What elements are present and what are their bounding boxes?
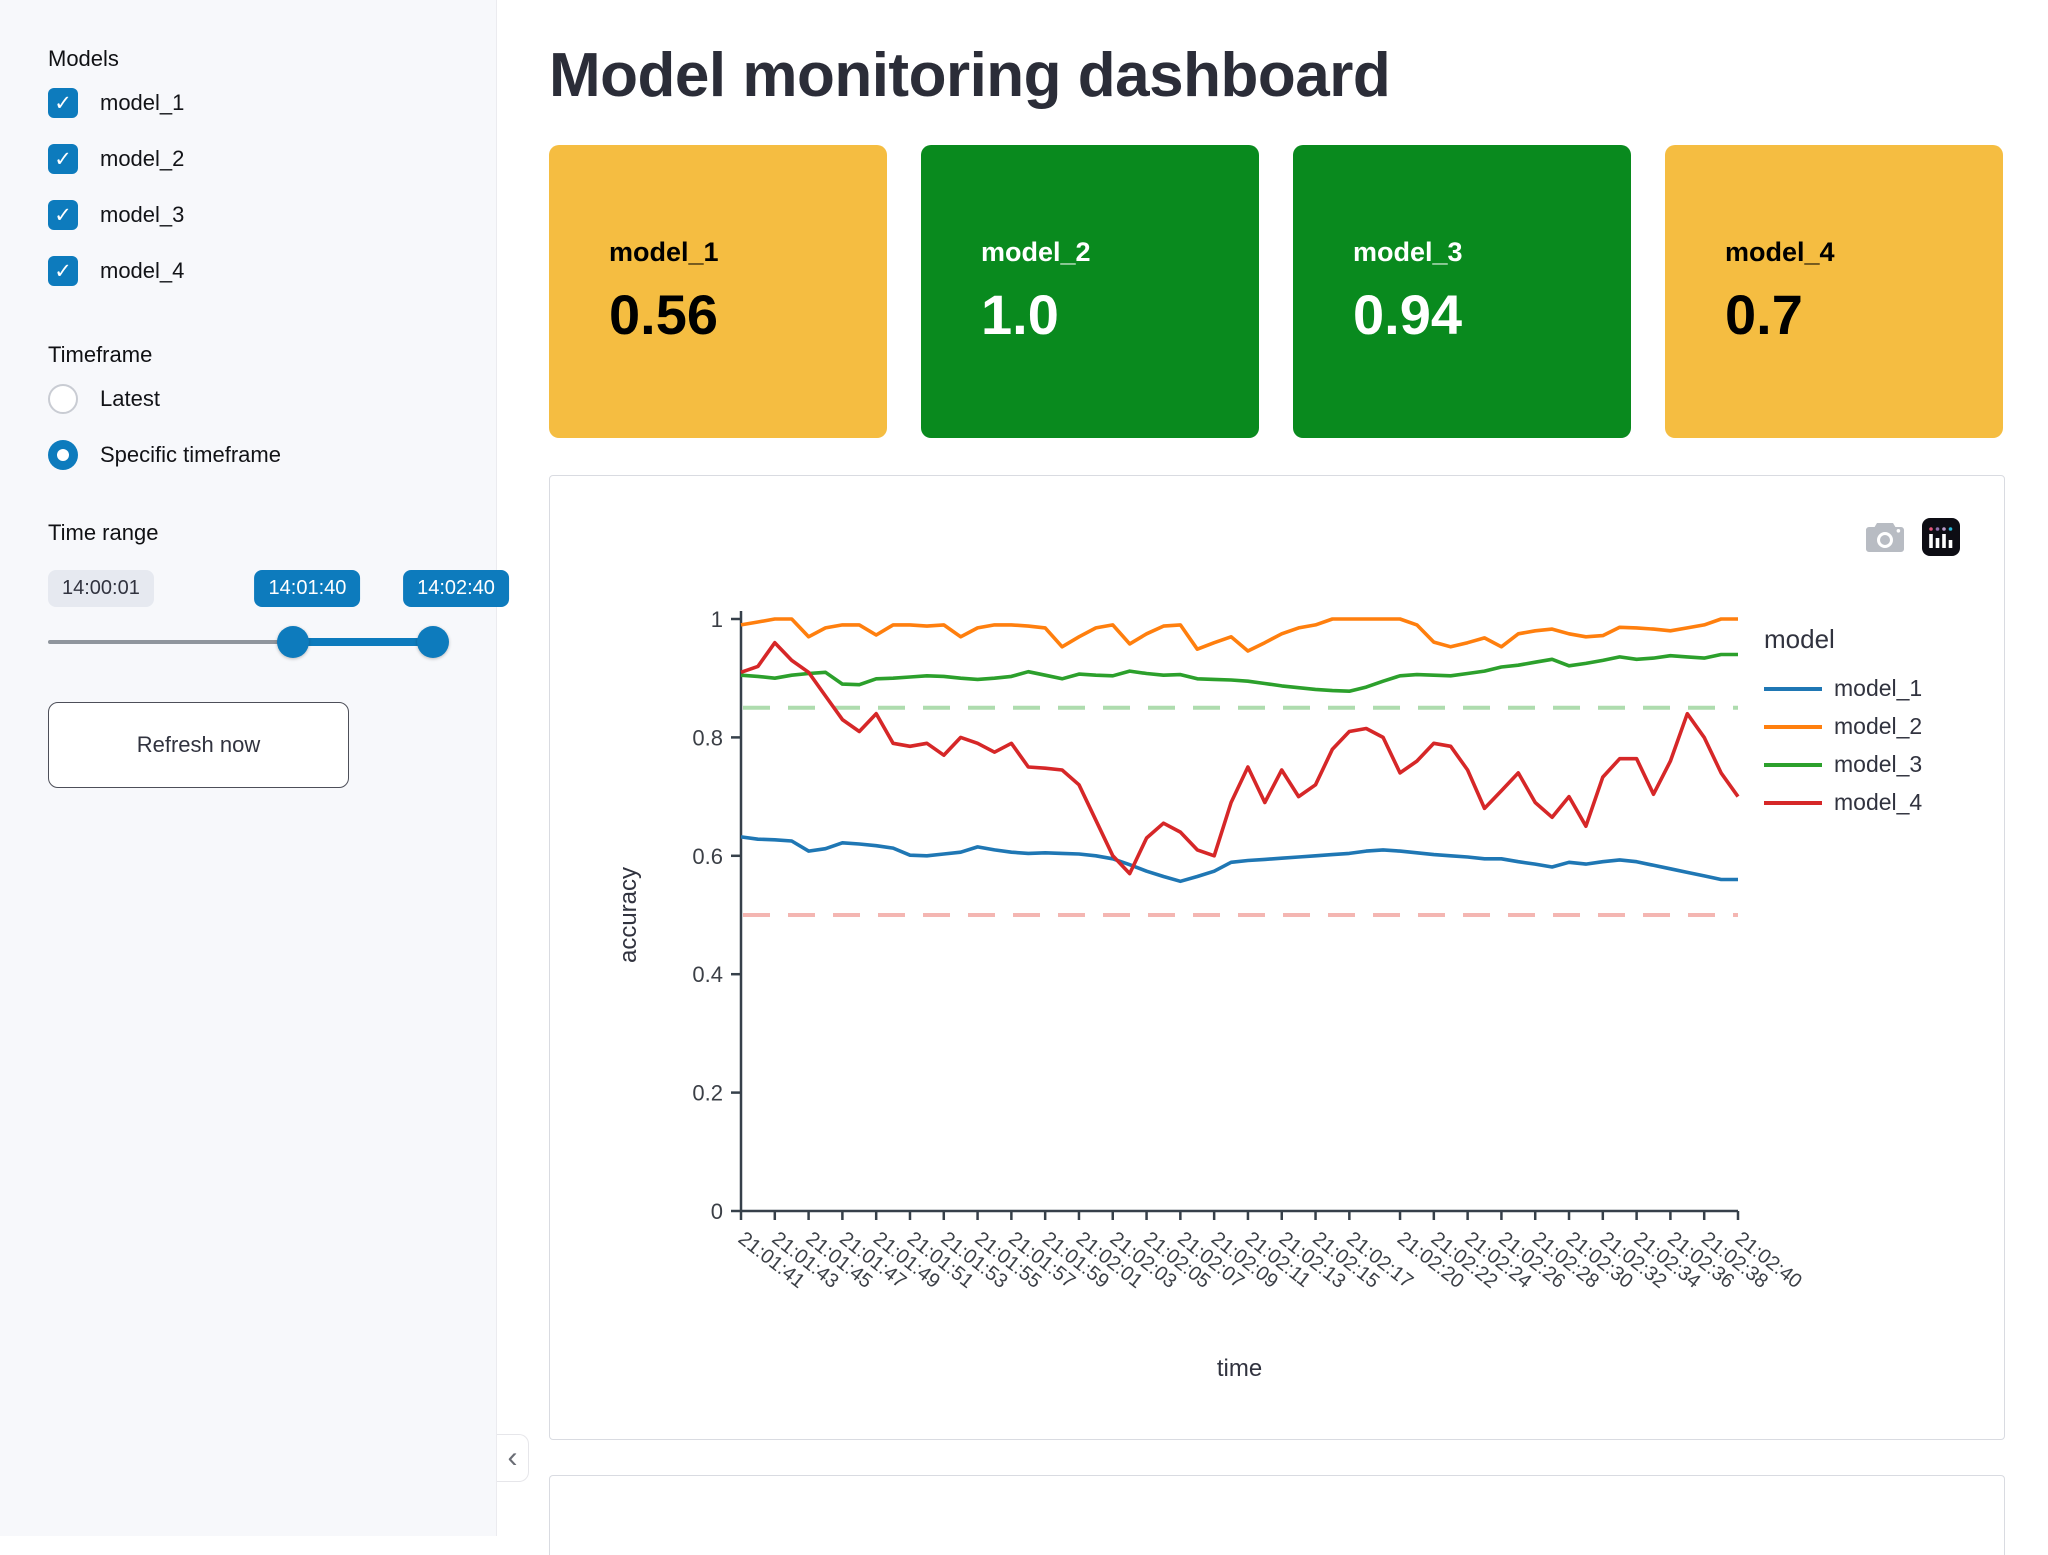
legend-label: model_2 bbox=[1834, 713, 1922, 739]
legend-title: model bbox=[1764, 624, 1835, 654]
legend-entry-model_1[interactable]: model_1 bbox=[1764, 675, 1922, 701]
radio-dot-icon[interactable] bbox=[48, 440, 78, 470]
page-title: Model monitoring dashboard bbox=[549, 41, 1391, 110]
checkbox-model-3[interactable]: ✓ bbox=[48, 200, 78, 230]
metric-card-value: 0.94 bbox=[1353, 283, 1462, 346]
y-tick-label: 0.8 bbox=[692, 725, 723, 750]
checkbox-label: model_1 bbox=[100, 90, 185, 115]
time-range-slider[interactable] bbox=[48, 622, 449, 662]
checkbox-row-model-1[interactable]: ✓ model_1 bbox=[48, 88, 456, 118]
accuracy-chart-panel: 0 0.2 0.4 0.6 0.8 1 21:01:41 21:01:43 21:01:45 21… bbox=[549, 475, 2005, 1440]
metric-card-model-1: model_1 0.56 bbox=[549, 145, 887, 438]
models-section-label: Models bbox=[48, 46, 119, 71]
timeframe-section-label: Timeframe bbox=[48, 342, 153, 367]
chevron-left-icon: ‹ bbox=[507, 1441, 518, 1474]
metric-cards-row: model_1 0.56 model_2 1.0 model_3 0.94 mo… bbox=[549, 145, 2005, 438]
range-slider-track[interactable] bbox=[48, 640, 433, 644]
plotly-logo-icon[interactable] bbox=[1922, 518, 1960, 561]
chart-svg: 00.20.40.60.8121:01:4121:01:4321:01:4521… bbox=[615, 607, 1922, 1382]
y-tick-label: 0.4 bbox=[692, 962, 723, 987]
radio-circle-icon[interactable] bbox=[48, 384, 78, 414]
slider-handle-end[interactable] bbox=[417, 626, 449, 658]
slider-value-chips: 14:00:01 14:01:40 14:02:40 bbox=[48, 570, 509, 614]
checkbox-label: model_3 bbox=[100, 202, 185, 227]
checkbox-label: model_2 bbox=[100, 146, 185, 171]
legend: model model_1 model_2 model_3 model_4 bbox=[1764, 624, 1922, 815]
metric-card-label: model_1 bbox=[609, 237, 719, 267]
checkbox-model-1[interactable]: ✓ bbox=[48, 88, 78, 118]
radio-label: Latest bbox=[100, 386, 160, 411]
y-tick-label: 0 bbox=[711, 1199, 723, 1224]
check-icon: ✓ bbox=[54, 259, 72, 283]
range-slider-active-track[interactable] bbox=[292, 638, 433, 646]
legend-label: model_1 bbox=[1834, 675, 1922, 701]
check-icon: ✓ bbox=[54, 147, 72, 171]
legend-entry-model_3[interactable]: model_3 bbox=[1764, 751, 1922, 777]
bottom-panel bbox=[549, 1475, 2005, 1555]
metric-card-model-2: model_2 1.0 bbox=[921, 145, 1259, 438]
radio-specific-timeframe[interactable]: Specific timeframe bbox=[48, 440, 456, 470]
checkbox-row-model-4[interactable]: ✓ model_4 bbox=[48, 256, 456, 286]
metric-card-label: model_4 bbox=[1725, 237, 1835, 267]
slider-end-value-chip: 14:02:40 bbox=[403, 570, 509, 607]
axes: 00.20.40.60.8121:01:4121:01:4321:01:4521… bbox=[692, 607, 1805, 1293]
checkbox-row-model-2[interactable]: ✓ model_2 bbox=[48, 144, 456, 174]
timeframe-section: Timeframe Latest Specific timeframe bbox=[48, 342, 456, 470]
legend-label: model_4 bbox=[1834, 789, 1922, 815]
metric-card-value: 1.0 bbox=[981, 283, 1059, 346]
camera-icon[interactable] bbox=[1866, 521, 1904, 558]
y-tick-label: 1 bbox=[711, 607, 723, 632]
slider-start-value-chip: 14:01:40 bbox=[254, 570, 361, 607]
sidebar: Models ✓ model_1 ✓ model_2 ✓ model_3 ✓ m… bbox=[0, 0, 509, 1536]
y-tick-label: 0.6 bbox=[692, 844, 723, 869]
refresh-button[interactable]: Refresh now bbox=[48, 702, 349, 788]
metric-card-value: 0.7 bbox=[1725, 283, 1803, 346]
legend-label: model_3 bbox=[1834, 751, 1922, 777]
series-model_2[interactable] bbox=[740, 617, 1738, 653]
time-range-label: Time range bbox=[48, 520, 159, 545]
series-model_4[interactable] bbox=[740, 640, 1740, 876]
slider-handle-start[interactable] bbox=[276, 626, 309, 658]
check-icon: ✓ bbox=[54, 203, 72, 227]
x-axis-title: time bbox=[1217, 1355, 1262, 1382]
radio-label: Specific timeframe bbox=[100, 442, 281, 467]
check-icon: ✓ bbox=[54, 91, 72, 115]
series-model_3[interactable] bbox=[740, 652, 1738, 693]
metric-card-model-4: model_4 0.7 bbox=[1665, 145, 2003, 438]
checkbox-row-model-3[interactable]: ✓ model_3 bbox=[48, 200, 456, 230]
metric-card-label: model_2 bbox=[981, 237, 1091, 267]
metric-card-model-3: model_3 0.94 bbox=[1293, 145, 1631, 438]
models-section: Models ✓ model_1 ✓ model_2 ✓ model_3 ✓ m… bbox=[48, 46, 456, 286]
legend-entry-model_2[interactable]: model_2 bbox=[1764, 713, 1922, 739]
checkbox-label: model_4 bbox=[100, 258, 185, 283]
legend-entry-model_4[interactable]: model_4 bbox=[1764, 789, 1922, 815]
slider-min-value-chip: 14:00:01 bbox=[48, 570, 154, 607]
time-range-section: Time range 14:00:01 14:01:40 14:02:40 bbox=[48, 520, 509, 670]
checkbox-model-4[interactable]: ✓ bbox=[48, 256, 78, 286]
checkbox-model-2[interactable]: ✓ bbox=[48, 144, 78, 174]
y-tick-label: 0.2 bbox=[692, 1081, 723, 1106]
accuracy-line-chart[interactable]: 0 0.2 0.4 0.6 0.8 1 21:01:41 21:01:43 21:01:45 21… bbox=[550, 476, 2004, 1446]
series-model_1[interactable] bbox=[740, 835, 1738, 884]
plotly-modebar bbox=[1866, 518, 1960, 561]
y-axis-title: accuracy bbox=[615, 867, 642, 963]
metric-card-value: 0.56 bbox=[609, 283, 718, 346]
metric-card-label: model_3 bbox=[1353, 237, 1463, 267]
main-content: Model monitoring dashboard model_1 0.56 … bbox=[497, 0, 2048, 1555]
sidebar-collapse-button[interactable]: ‹ bbox=[497, 1434, 529, 1482]
radio-latest[interactable]: Latest bbox=[48, 384, 456, 414]
